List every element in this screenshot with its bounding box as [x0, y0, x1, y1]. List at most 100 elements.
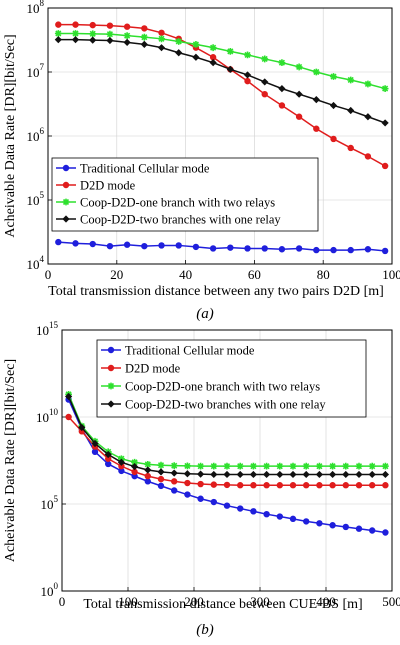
- x-tick-label: 40: [179, 267, 192, 282]
- y-tick-label: 1015: [36, 320, 59, 338]
- data-point: [104, 450, 112, 459]
- chart-b: 0 100 200 300 400 50010010510101015Traditiona…: [3, 320, 400, 638]
- y-tick-label: 107: [27, 62, 45, 80]
- data-point: [295, 113, 303, 120]
- data-point: [261, 78, 269, 86]
- data-point: [72, 21, 79, 28]
- x-tick-label: 60: [248, 267, 261, 282]
- data-point: [197, 470, 205, 478]
- data-point: [210, 481, 217, 488]
- data-point: [289, 515, 297, 523]
- data-point: [192, 40, 200, 48]
- data-point: [302, 470, 310, 479]
- data-point: [131, 463, 139, 471]
- legend-label: Coop-D2D-two branches with one relay: [125, 398, 326, 412]
- data-point: [170, 462, 178, 470]
- data-point: [184, 479, 191, 487]
- data-point: [329, 101, 338, 110]
- data-point: [184, 491, 191, 498]
- x-tick-label: 20: [110, 267, 123, 282]
- data-point: [65, 392, 73, 401]
- x-tick-label: 100: [118, 594, 138, 609]
- data-point: [141, 25, 148, 32]
- data-point: [144, 460, 152, 468]
- data-point: [244, 77, 251, 85]
- series-3: [54, 30, 389, 93]
- legend-marker: [107, 364, 115, 372]
- data-point: [302, 462, 310, 470]
- y-tick-label: 104: [27, 254, 45, 272]
- data-point: [106, 30, 114, 38]
- data-point: [197, 495, 204, 502]
- data-point: [364, 153, 372, 160]
- data-point: [295, 245, 303, 252]
- data-point: [382, 529, 389, 536]
- data-point: [364, 113, 372, 121]
- data-point: [89, 30, 97, 38]
- legend-marker: [62, 215, 70, 223]
- data-point: [123, 38, 131, 47]
- data-point: [170, 478, 178, 485]
- data-point: [261, 245, 268, 252]
- data-point: [263, 470, 271, 479]
- data-point: [250, 482, 257, 489]
- data-point: [157, 461, 165, 469]
- data-point: [342, 462, 350, 470]
- legend-label: Coop-D2D-one branch with two relays: [80, 196, 275, 210]
- y-tick-label: 105: [27, 190, 45, 208]
- data-point: [89, 21, 96, 29]
- data-point: [157, 44, 166, 52]
- data-point: [223, 502, 231, 509]
- data-point: [192, 243, 200, 251]
- data-point: [330, 73, 337, 80]
- data-point: [261, 90, 268, 98]
- series-4: [54, 36, 389, 127]
- data-point: [236, 482, 244, 489]
- data-point: [316, 520, 323, 527]
- data-point: [329, 470, 337, 479]
- data-point: [369, 527, 376, 534]
- chart-a: 0 20 40 60 80 100 104 105 106 107 108 Traditional C…: [3, 0, 400, 322]
- data-point: [106, 22, 114, 29]
- x-tick-label: 400: [316, 594, 336, 609]
- data-point: [329, 522, 336, 529]
- data-point: [226, 65, 234, 73]
- data-point: [289, 462, 297, 470]
- x-tick-label: 0: [45, 267, 52, 282]
- data-point: [157, 468, 165, 476]
- data-point: [106, 242, 114, 250]
- data-point: [209, 245, 217, 252]
- data-point: [91, 448, 99, 455]
- data-point: [382, 482, 389, 489]
- data-point: [209, 59, 217, 67]
- series-line: [58, 32, 386, 90]
- data-point: [369, 482, 376, 489]
- x-axis-label: Total transmission distance between any …: [48, 284, 384, 299]
- figure-caption: (a): [196, 306, 214, 322]
- data-point: [347, 76, 355, 84]
- series-2: [65, 413, 389, 489]
- x-tick-label: 500: [382, 594, 400, 609]
- data-point: [158, 35, 165, 43]
- legend-marker: [107, 382, 115, 390]
- data-point: [364, 80, 372, 88]
- legend-marker: [62, 198, 70, 206]
- data-point: [89, 240, 96, 248]
- data-point: [312, 96, 320, 104]
- data-point: [140, 40, 148, 48]
- legend: Traditional Cellular mode D2D mode Coop-D2…: [96, 339, 367, 418]
- data-point: [117, 458, 125, 466]
- series-4: [65, 392, 389, 479]
- data-point: [123, 23, 131, 30]
- data-point: [144, 478, 151, 485]
- data-point: [295, 90, 303, 98]
- legend-label: D2D mode: [125, 362, 181, 376]
- data-point: [342, 482, 349, 489]
- data-point: [381, 119, 389, 127]
- data-point: [72, 30, 79, 37]
- data-point: [278, 59, 286, 67]
- data-point: [289, 482, 297, 489]
- legend-marker: [62, 164, 70, 172]
- data-point: [289, 470, 297, 479]
